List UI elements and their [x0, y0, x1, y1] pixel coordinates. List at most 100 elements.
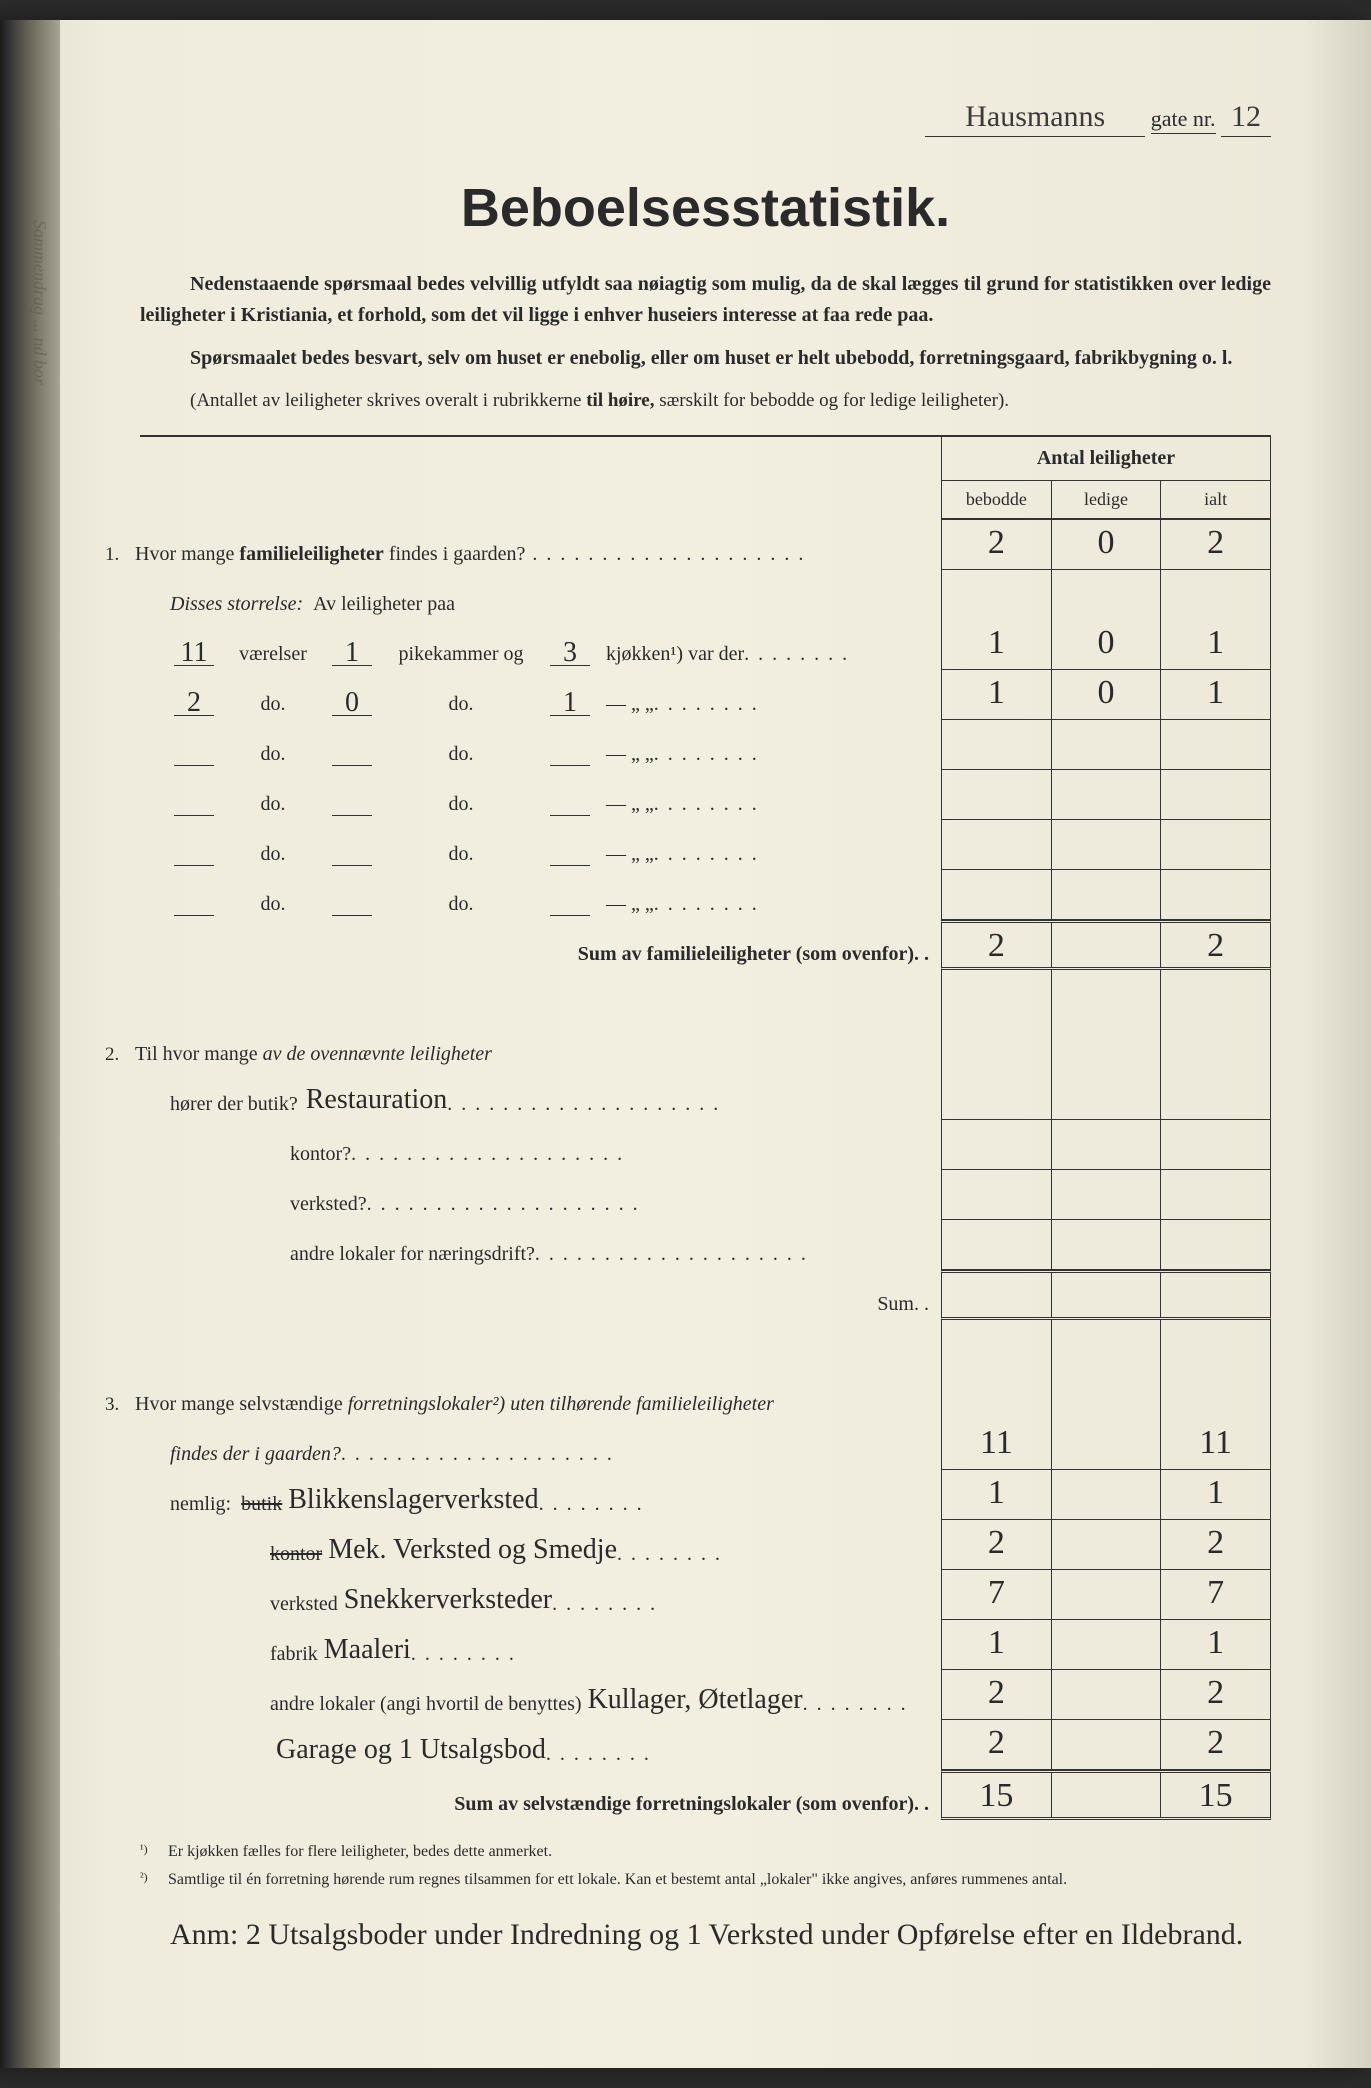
cell-bebodde: 2	[988, 1524, 1005, 1561]
q3-row-2: findes der i gaarden? 11 11	[140, 1420, 1271, 1470]
q1-detail-row: do. do. — „ „	[140, 770, 1271, 820]
q2-text: Til hvor mange av de ovennævnte leilighe…	[135, 1043, 492, 1066]
kjok-field	[550, 865, 590, 866]
cell-ialt: 2	[1207, 1724, 1224, 1761]
q3-line-row: kontor Mek. Verksted og Smedje 2 2	[140, 1520, 1271, 1570]
q3-line-row: fabrik Maaleri 1 1	[140, 1620, 1271, 1670]
cell-bebodde: 2	[988, 1724, 1005, 1761]
q2-line-row: kontor?	[140, 1120, 1271, 1170]
q1-detail-row: 11 værelser 1 pikekammer og 3 kjøkken¹) …	[140, 620, 1271, 670]
cell-ialt: 2	[1207, 1674, 1224, 1711]
pike-field: 0	[332, 690, 372, 716]
vaer-field	[174, 865, 214, 866]
cell-ledige: 0	[1098, 674, 1115, 711]
gate-label: gate nr.	[1151, 106, 1216, 134]
q3-text-2: findes der i gaarden?	[170, 1443, 341, 1466]
cell-bebodde: 1	[988, 674, 1005, 711]
footnotes: ¹)Er kjøkken fælles for flere leilighete…	[140, 1840, 1271, 1892]
cell-ialt: 2	[1207, 1524, 1224, 1561]
th-ledige: ledige	[1051, 481, 1161, 520]
q2-main-row: 2. Til hvor mange av de ovennævnte leili…	[140, 1020, 1271, 1070]
q3-ialt: 11	[1199, 1424, 1232, 1461]
q3-sum-row: Sum av selvstændige forretningslokaler (…	[140, 1770, 1271, 1820]
fn2-marker: ²)	[140, 1868, 168, 1892]
q3-hw: Blikkenslagerverksted	[288, 1484, 538, 1516]
intro-p3: (Antallet av leiligheter skrives overalt…	[140, 386, 1271, 415]
q2-sum-row: Sum. .	[140, 1270, 1271, 1320]
q1-bebodde: 2	[988, 524, 1005, 561]
gate-number: 12	[1221, 100, 1271, 137]
q1-disses-row: Disses storrelse: Av leiligheter paa	[140, 570, 1271, 620]
q3-hw: Kullager, Øtetlager	[588, 1684, 803, 1716]
q2-num: 2.	[105, 1044, 135, 1066]
pike-field	[332, 765, 372, 766]
kjok-field	[550, 815, 590, 816]
q3-sum-ialt: 15	[1199, 1777, 1233, 1814]
q3-row-1: 3. Hvor mange selvstændige forretningslo…	[140, 1370, 1271, 1420]
q2-line-row: hører der butik? Restauration	[140, 1070, 1271, 1120]
cell-ialt: 1	[1207, 674, 1224, 711]
q1-sum-bebodde: 2	[988, 927, 1005, 964]
handwritten-annotation: Anm: 2 Utsalgsboder under Indredning og …	[140, 1912, 1271, 1957]
cell-ialt: 1	[1207, 624, 1224, 661]
q2-line-row: andre lokaler for næringsdrift?	[140, 1220, 1271, 1270]
q1-sum-label: Sum av familieleiligheter (som ovenfor).…	[140, 920, 941, 970]
th-group-label: Antal leiligheter	[942, 437, 1270, 481]
q2-sum-label: Sum. .	[140, 1270, 941, 1320]
th-ialt: ialt	[1160, 481, 1270, 520]
cell-ialt: 1	[1207, 1624, 1224, 1661]
vaer-field	[174, 815, 214, 816]
q1-sum-row: Sum av familieleiligheter (som ovenfor).…	[140, 920, 1271, 970]
vaer-field: 11	[174, 640, 214, 666]
q1-av: Av leiligheter paa	[313, 593, 455, 616]
intro-p1: Nedenstaaende spørsmaal bedes velvillig …	[140, 269, 1271, 331]
q3-hw: Garage og 1 Utsalgsbod	[276, 1734, 546, 1766]
vaer-field: 2	[174, 690, 214, 716]
page-title: Beboelsesstatistik.	[140, 177, 1271, 239]
cell-bebodde: 1	[988, 1624, 1005, 1661]
vaer-field	[174, 915, 214, 916]
q3-sum-bebodde: 15	[979, 1777, 1013, 1814]
cell-ialt: 1	[1207, 1474, 1224, 1511]
kjok-field: 1	[550, 690, 590, 716]
q3-hw: Snekkerverksteder	[344, 1584, 552, 1616]
th-bebodde: bebodde	[942, 481, 1051, 520]
fn1-marker: ¹)	[140, 1840, 168, 1864]
kjok-field: 3	[550, 640, 590, 666]
cell-bebodde: 7	[988, 1574, 1005, 1611]
table-header: Antal leiligheter bebodde ledige ialt	[140, 435, 1271, 520]
q1-detail-row: 2 do. 0 do. 1 — „ „ 1 0 1	[140, 670, 1271, 720]
form-area: Antal leiligheter bebodde ledige ialt 1.…	[140, 435, 1271, 1820]
q2-line-row: verksted?	[140, 1170, 1271, 1220]
q1-num: 1.	[105, 544, 135, 566]
q3-hw: Mek. Verksted og Smedje	[328, 1534, 617, 1566]
street-name: Hausmanns	[925, 100, 1145, 137]
q1-text: Hvor mange familieleiligheter findes i g…	[135, 543, 805, 566]
q1-ialt: 2	[1207, 524, 1224, 561]
pike-field	[332, 865, 372, 866]
q2-hw: Restauration	[306, 1084, 448, 1116]
pike-field	[332, 815, 372, 816]
cell-ialt: 7	[1207, 1574, 1224, 1611]
q3-line-row: nemlig: butik Blikkenslagerverksted 1 1	[140, 1470, 1271, 1520]
q1-detail-row: do. do. — „ „	[140, 720, 1271, 770]
header-line: Hausmanns gate nr. 12	[140, 100, 1271, 137]
document-page: Sammendrag ... nd bor Hausmanns gate nr.…	[0, 20, 1371, 2068]
q3-sum-label: Sum av selvstændige forretningslokaler (…	[140, 1770, 941, 1820]
q1-detail-row: do. do. — „ „	[140, 870, 1271, 920]
cell-bebodde: 1	[988, 1474, 1005, 1511]
q3-num: 3.	[105, 1394, 135, 1416]
q3-text-1: Hvor mange selvstændige forretningslokal…	[135, 1393, 774, 1416]
q3-line-row: andre lokaler (angi hvortil de benyttes)…	[140, 1670, 1271, 1720]
q3-hw: Maaleri	[324, 1634, 411, 1666]
fn1-text: Er kjøkken fælles for flere leiligheter,…	[168, 1840, 552, 1864]
fn2-text: Samtlige til én forretning hørende rum r…	[168, 1868, 1067, 1892]
pike-field: 1	[332, 640, 372, 666]
cell-bebodde: 1	[988, 624, 1005, 661]
cell-ledige: 0	[1098, 624, 1115, 661]
q1-detail-row: do. do. — „ „	[140, 820, 1271, 870]
q3-line-row: Garage og 1 Utsalgsbod 2 2	[140, 1720, 1271, 1770]
q1-main-row: 1. Hvor mange familieleiligheter findes …	[140, 520, 1271, 570]
q1-ledige: 0	[1098, 524, 1115, 561]
vaer-field	[174, 765, 214, 766]
